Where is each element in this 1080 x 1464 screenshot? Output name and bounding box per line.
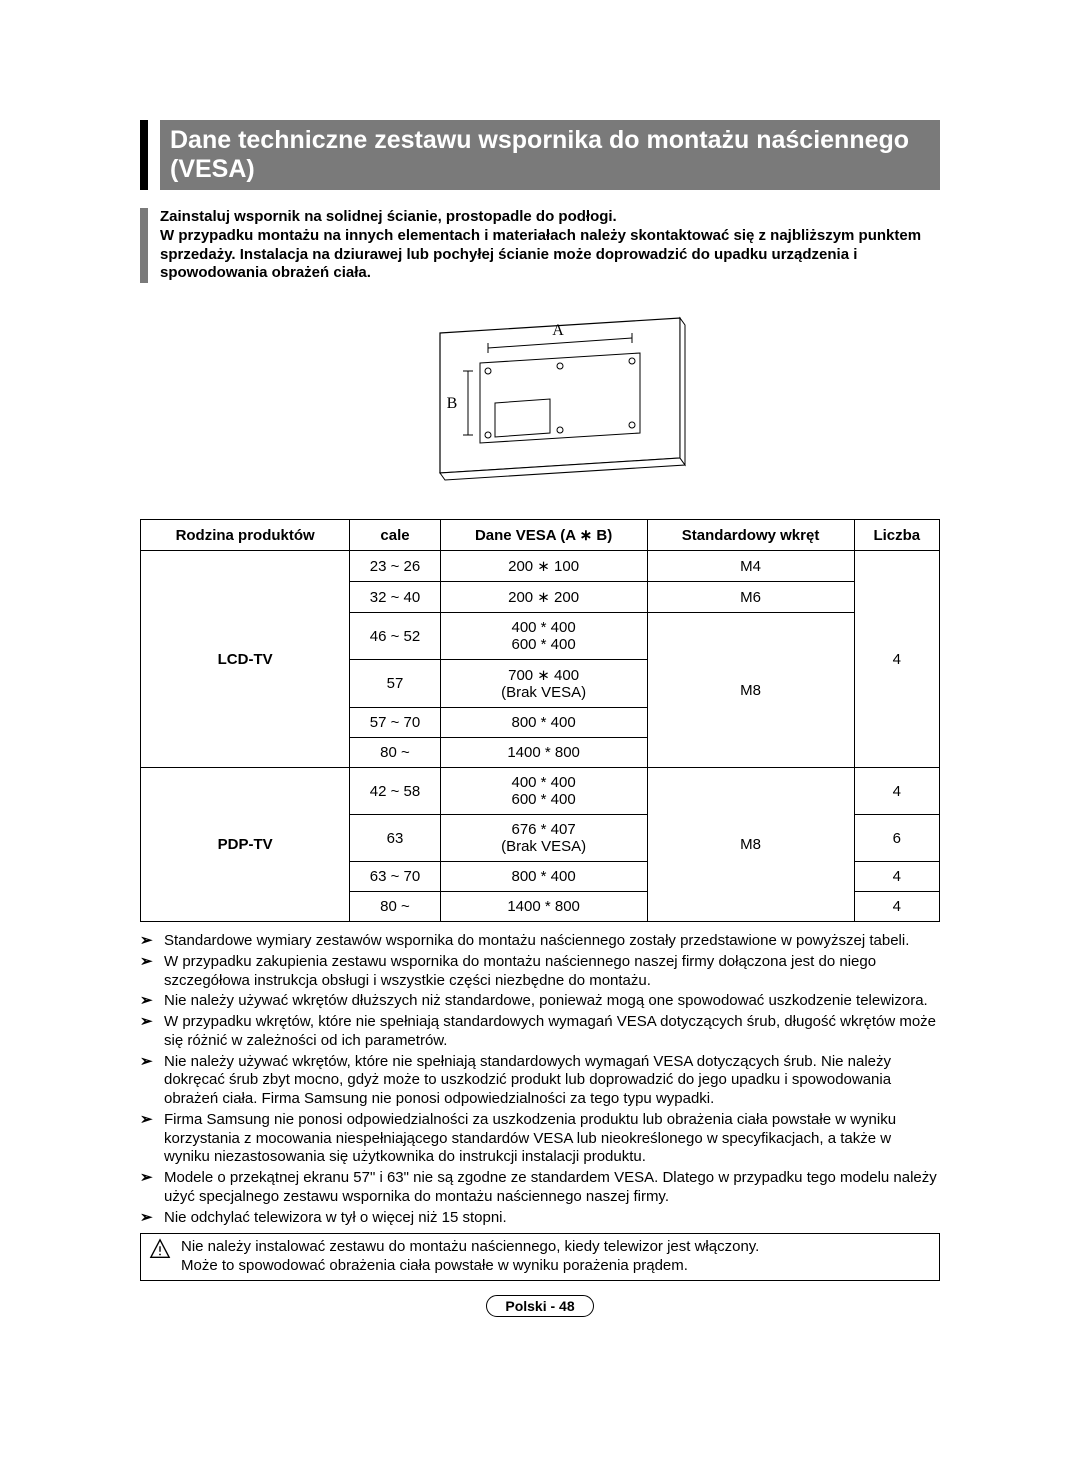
warning-text: Nie należy instalować zestawu do montażu… (181, 1238, 759, 1276)
cell-count: 4 (854, 862, 939, 892)
th-inch: cale (350, 520, 440, 551)
cell-vesa: 800 * 400 (440, 862, 647, 892)
cell-vesa: 400 * 400 600 * 400 (440, 613, 647, 660)
table-row: PDP-TV 42 ~ 58 400 * 400 600 * 400 M8 4 (141, 768, 940, 815)
cell-vesa: 200 ∗ 200 (440, 582, 647, 613)
cell-screw: M8 (647, 613, 854, 768)
cell-inch: 80 ~ (350, 892, 440, 922)
cell-vesa: 700 ∗ 400 (Brak VESA) (440, 660, 647, 708)
cell-inch: 63 (350, 815, 440, 862)
cell-screw: M8 (647, 768, 854, 922)
vesa-table: Rodzina produktów cale Dane VESA (A ∗ B)… (140, 519, 940, 922)
cell-count: 6 (854, 815, 939, 862)
cell-inch: 32 ~ 40 (350, 582, 440, 613)
note-item: ➢W przypadku zakupienia zestawu wspornik… (140, 953, 940, 991)
th-vesa: Dane VESA (A ∗ B) (440, 520, 647, 551)
notes-list: ➢Standardowe wymiary zestawów wspornika … (140, 932, 940, 1227)
diagram-label-b: B (447, 395, 458, 412)
cell-count: 4 (854, 768, 939, 815)
cell-vesa: 400 * 400 600 * 400 (440, 768, 647, 815)
arrow-icon: ➢ (140, 1209, 164, 1228)
warning-box: Nie należy instalować zestawu do montażu… (140, 1233, 940, 1281)
th-family: Rodzina produktów (141, 520, 350, 551)
note-item: ➢W przypadku wkrętów, które nie spełniaj… (140, 1013, 940, 1051)
arrow-icon: ➢ (140, 1111, 164, 1167)
arrow-icon: ➢ (140, 1169, 164, 1207)
arrow-icon: ➢ (140, 932, 164, 951)
intro-text: Zainstaluj wspornik na solidnej ścianie,… (160, 208, 940, 283)
warning-icon (149, 1238, 173, 1266)
th-screw: Standardowy wkręt (647, 520, 854, 551)
arrow-icon: ➢ (140, 992, 164, 1011)
intro-block: Zainstaluj wspornik na solidnej ścianie,… (140, 208, 940, 283)
diagram-label-a: A (552, 322, 564, 339)
cell-vesa: 200 ∗ 100 (440, 551, 647, 582)
cell-family: PDP-TV (141, 768, 350, 922)
cell-vesa: 1400 * 800 (440, 738, 647, 768)
cell-vesa: 676 * 407 (Brak VESA) (440, 815, 647, 862)
cell-vesa: 800 * 400 (440, 708, 647, 738)
cell-count: 4 (854, 892, 939, 922)
cell-inch: 42 ~ 58 (350, 768, 440, 815)
cell-screw: M6 (647, 582, 854, 613)
cell-inch: 63 ~ 70 (350, 862, 440, 892)
cell-inch: 23 ~ 26 (350, 551, 440, 582)
arrow-icon: ➢ (140, 1013, 164, 1051)
note-item: ➢Nie należy używać wkrętów dłuższych niż… (140, 992, 940, 1011)
note-item: ➢Nie należy używać wkrętów, które nie sp… (140, 1053, 940, 1109)
cell-inch: 57 ~ 70 (350, 708, 440, 738)
page-number: Polski - 48 (486, 1295, 593, 1317)
cell-inch: 57 (350, 660, 440, 708)
cell-vesa: 1400 * 800 (440, 892, 647, 922)
th-count: Liczba (854, 520, 939, 551)
arrow-icon: ➢ (140, 953, 164, 991)
cell-inch: 80 ~ (350, 738, 440, 768)
table-row: LCD-TV 23 ~ 26 200 ∗ 100 M4 4 (141, 551, 940, 582)
cell-screw: M4 (647, 551, 854, 582)
note-item: ➢Firma Samsung nie ponosi odpowiedzialno… (140, 1111, 940, 1167)
page-title: Dane techniczne zestawu wspornika do mon… (160, 120, 940, 190)
cell-family: LCD-TV (141, 551, 350, 768)
note-item: ➢Standardowe wymiary zestawów wspornika … (140, 932, 940, 951)
note-item: ➢Modele o przekątnej ekranu 57" i 63" ni… (140, 1169, 940, 1207)
note-item: ➢Nie odchylać telewizora w tył o więcej … (140, 1209, 940, 1228)
vesa-diagram: A B (380, 293, 700, 503)
title-bar: Dane techniczne zestawu wspornika do mon… (140, 120, 940, 190)
arrow-icon: ➢ (140, 1053, 164, 1109)
cell-inch: 46 ~ 52 (350, 613, 440, 660)
page-footer: Polski - 48 (140, 1295, 940, 1317)
cell-count: 4 (854, 551, 939, 768)
